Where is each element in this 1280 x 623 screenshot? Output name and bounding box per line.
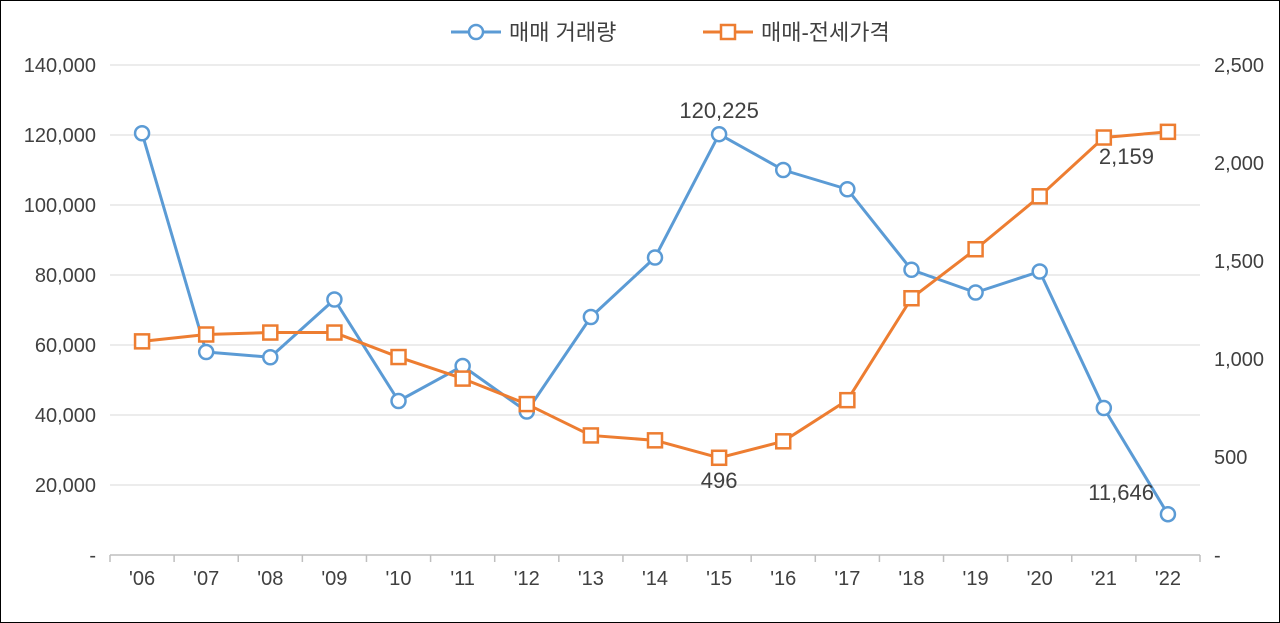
data-label-price_gap: 496	[701, 468, 738, 493]
marker-transactions	[327, 293, 341, 307]
x-tick-label: '20	[1027, 568, 1053, 590]
marker-price_gap	[904, 291, 918, 305]
y-left-tick-label: 100,000	[24, 195, 96, 217]
marker-transactions	[199, 345, 213, 359]
y-right-tick-label: 500	[1214, 447, 1247, 469]
y-right-tick-label: -	[1214, 545, 1221, 567]
marker-transactions	[584, 310, 598, 324]
legend-marker-icon	[721, 25, 735, 39]
dual-axis-line-chart: '06 '07 '08 '09 '10 '11 '12 '13 '14 '15 '16 '17 '18 '…	[0, 0, 1280, 623]
x-tick-label: '18	[898, 568, 924, 590]
marker-price_gap	[776, 434, 790, 448]
x-tick-label: '15	[706, 568, 732, 590]
legend-label: 매매 거래량	[509, 20, 616, 45]
marker-price_gap	[712, 451, 726, 465]
y-left-tick-label: 20,000	[35, 475, 96, 497]
marker-price_gap	[199, 328, 213, 342]
marker-price_gap	[584, 428, 598, 442]
x-tick-label: '14	[642, 568, 668, 590]
marker-transactions	[648, 251, 662, 265]
marker-price_gap	[135, 334, 149, 348]
x-tick-label: '17	[834, 568, 860, 590]
legend-label: 매매-전세가격	[761, 20, 890, 45]
marker-price_gap	[1097, 131, 1111, 145]
marker-price_gap	[520, 397, 534, 411]
marker-price_gap	[840, 393, 854, 407]
legend-marker-icon	[469, 25, 483, 39]
x-tick-label: '10	[385, 568, 411, 590]
y-right-tick-label: 2,000	[1214, 153, 1264, 175]
marker-transactions	[1097, 401, 1111, 415]
x-tick-label: '19	[963, 568, 989, 590]
marker-transactions	[135, 126, 149, 140]
x-tick-label: '21	[1091, 568, 1117, 590]
data-label-transactions: 11,646	[1088, 480, 1154, 505]
marker-transactions	[776, 163, 790, 177]
y-left-tick-label: 80,000	[35, 265, 96, 287]
marker-transactions	[1161, 507, 1175, 521]
x-tick-label: '08	[257, 568, 283, 590]
marker-price_gap	[456, 372, 470, 386]
marker-transactions	[1033, 265, 1047, 279]
y-right-tick-label: 1,500	[1214, 251, 1264, 273]
y-left-tick-label: 60,000	[35, 335, 96, 357]
y-right-tick-label: 2,500	[1214, 55, 1264, 77]
y-left-tick-label: 140,000	[24, 55, 96, 77]
marker-price_gap	[392, 350, 406, 364]
marker-transactions	[904, 263, 918, 277]
marker-transactions	[840, 182, 854, 196]
marker-price_gap	[263, 326, 277, 340]
series-line-price_gap	[142, 132, 1168, 458]
marker-transactions	[969, 286, 983, 300]
marker-transactions	[392, 394, 406, 408]
x-tick-label: '09	[321, 568, 347, 590]
x-tick-label: '11	[450, 568, 475, 590]
y-right-tick-label: 1,000	[1214, 349, 1264, 371]
marker-transactions	[263, 350, 277, 364]
marker-price_gap	[1033, 189, 1047, 203]
series-line-transactions	[142, 133, 1168, 514]
data-label-transactions: 120,225	[679, 98, 759, 123]
x-tick-label: '13	[578, 568, 604, 590]
marker-transactions	[712, 127, 726, 141]
y-left-tick-label: 120,000	[24, 125, 96, 147]
marker-price_gap	[1161, 125, 1175, 139]
x-tick-label: '12	[514, 568, 540, 590]
marker-price_gap	[648, 433, 662, 447]
marker-price_gap	[327, 326, 341, 340]
data-label-price_gap: 2,159	[1099, 144, 1154, 169]
x-tick-label: '16	[770, 568, 796, 590]
x-tick-label: '07	[193, 568, 219, 590]
chart-border	[1, 1, 1280, 623]
x-tick-label: '06	[129, 568, 155, 590]
x-tick-label: '22	[1155, 568, 1181, 590]
chart-container: '06 '07 '08 '09 '10 '11 '12 '13 '14 '15 '16 '17 '18 '…	[0, 0, 1280, 623]
marker-price_gap	[969, 242, 983, 256]
y-left-tick-label: 40,000	[35, 405, 96, 427]
y-left-tick-label: -	[89, 545, 96, 567]
